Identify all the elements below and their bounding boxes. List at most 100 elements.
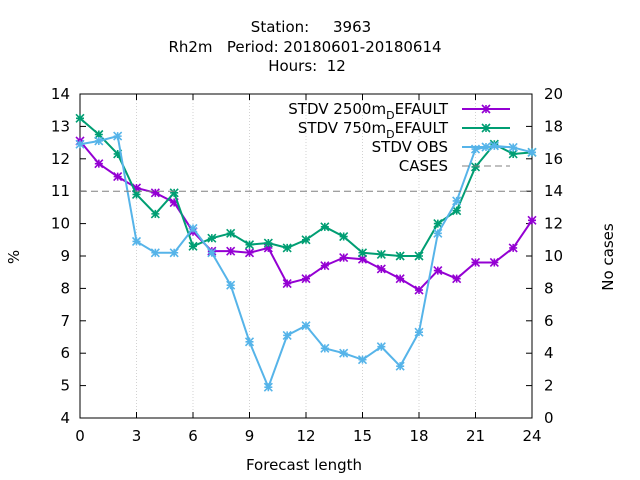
data-point <box>188 223 198 234</box>
y2-tick-label: 6 <box>544 312 554 330</box>
data-point <box>207 248 217 258</box>
data-point <box>94 159 104 169</box>
data-point <box>244 248 255 258</box>
y-tick-label: 7 <box>60 312 70 330</box>
y-tick-label: 14 <box>51 85 70 103</box>
data-point <box>489 141 499 151</box>
y-tick-label: 13 <box>51 117 70 135</box>
data-point <box>433 228 443 238</box>
legend-label: STDV OBS <box>372 138 448 156</box>
data-point <box>376 264 386 274</box>
data-point <box>470 257 481 268</box>
y2-tick-label: 18 <box>544 117 563 135</box>
data-point <box>169 248 179 258</box>
data-point <box>433 266 443 276</box>
data-point <box>395 361 405 371</box>
legend-marker <box>481 104 491 114</box>
data-point <box>301 235 311 245</box>
series-2 <box>75 131 537 392</box>
legend-entry-0: STDV 2500mDEFAULT <box>288 100 510 122</box>
y2-tick-label: 4 <box>544 344 554 362</box>
x-tick-label: 9 <box>245 427 255 445</box>
data-point <box>113 172 123 182</box>
data-point <box>452 196 462 206</box>
data-point <box>339 253 349 263</box>
data-point <box>320 222 330 232</box>
legend-entry-1: STDV 750mDEFAULT <box>298 119 510 141</box>
data-point <box>150 209 160 219</box>
legend-label: STDV 750mDEFAULT <box>298 119 449 141</box>
y-tick-label: 11 <box>51 182 70 200</box>
data-point <box>527 215 537 225</box>
data-point <box>357 355 368 365</box>
data-point <box>301 274 311 284</box>
data-point <box>376 342 386 352</box>
y2-axis-label: No cases <box>599 223 617 291</box>
y-tick-label: 12 <box>51 150 70 168</box>
legend-label: CASES <box>399 157 448 175</box>
y2-tick-label: 8 <box>544 279 554 297</box>
y2-tick-label: 0 <box>544 409 554 427</box>
data-point <box>169 188 179 198</box>
ticks: 0 3 6 9 12 15 18 21 2445678910111213140246810121… <box>51 85 563 445</box>
y2-tick-label: 20 <box>544 85 563 103</box>
data-point <box>282 330 292 340</box>
data-point <box>357 254 368 264</box>
data-point <box>150 188 160 198</box>
data-point <box>263 243 273 253</box>
data-point <box>320 343 330 353</box>
data-point <box>113 131 123 141</box>
data-point <box>169 197 179 208</box>
data-point <box>282 243 292 253</box>
x-tick-label: 24 <box>522 427 541 445</box>
data-point <box>452 274 462 284</box>
data-point <box>94 129 104 140</box>
data-point <box>527 147 537 157</box>
data-point <box>131 183 142 193</box>
data-point <box>226 246 236 256</box>
data-point <box>414 285 424 295</box>
data-point <box>75 113 85 123</box>
data-point <box>131 189 142 200</box>
legend-entry-3: CASES <box>399 157 510 175</box>
data-point <box>94 136 104 146</box>
y2-tick-label: 2 <box>544 377 554 395</box>
legend-entry-2: STDV OBS <box>372 138 510 156</box>
data-point <box>113 149 123 159</box>
y-tick-label: 8 <box>60 279 70 297</box>
y2-tick-label: 16 <box>544 150 563 168</box>
x-tick-label: 3 <box>132 427 142 445</box>
data-point <box>131 236 142 246</box>
data-point <box>263 382 273 392</box>
x-axis-label: Forecast length <box>246 456 362 474</box>
y-tick-label: 6 <box>60 344 70 362</box>
data-point <box>226 228 236 238</box>
data-point <box>244 240 255 250</box>
x-tick-label: 15 <box>353 427 372 445</box>
data-point <box>226 280 236 290</box>
data-point <box>282 278 292 289</box>
chart-title: Station: 3963 Rh2m Period: 20180601-2018… <box>168 18 441 75</box>
y-tick-label: 10 <box>51 215 70 233</box>
data-point <box>301 321 311 331</box>
data-point <box>320 261 330 271</box>
data-point <box>376 249 386 259</box>
data-point <box>508 142 518 153</box>
data-point <box>508 149 518 159</box>
legend-label: STDV 2500mDEFAULT <box>288 100 449 122</box>
y-tick-label: 4 <box>60 409 70 427</box>
y-axis-label: % <box>5 250 23 264</box>
y2-tick-label: 10 <box>544 247 563 265</box>
data-point <box>207 233 217 243</box>
x-tick-label: 18 <box>409 427 428 445</box>
data-point <box>395 251 405 261</box>
series-group <box>75 113 537 392</box>
data-point <box>470 162 481 172</box>
title-line-1: Station: 3963 <box>251 18 371 36</box>
data-point <box>263 238 273 248</box>
data-point <box>508 243 518 253</box>
data-point <box>470 144 481 154</box>
data-point <box>150 248 160 258</box>
data-point <box>414 251 424 261</box>
